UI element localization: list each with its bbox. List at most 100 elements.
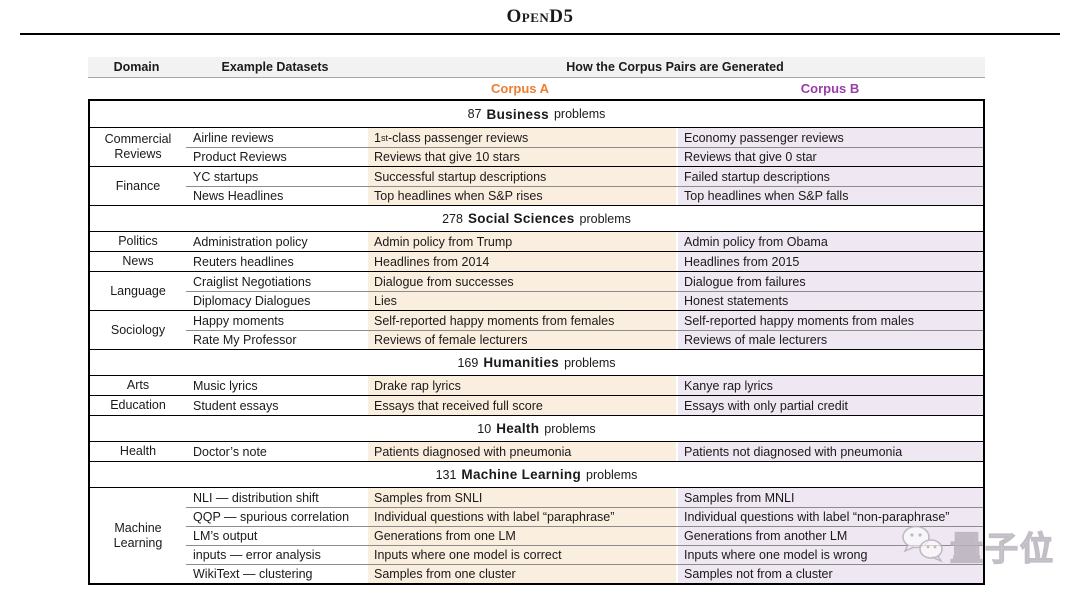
corpus-b-cell: Essays with only partial credit	[676, 396, 983, 415]
table-row: Reuters headlines Headlines from 2014 Head…	[186, 252, 983, 271]
corpus-a-cell: Patients diagnosed with pneumonia	[366, 442, 676, 461]
dataset-cell: Doctor’s note	[186, 442, 366, 461]
table-body: 87 Business problems Commercial Reviews Airl…	[88, 99, 985, 585]
domain-cell: Sociology	[110, 322, 166, 337]
domain-cell: Arts	[126, 378, 150, 392]
domain-cell: Language	[110, 283, 166, 298]
corpus-b-cell: Self-reported happy moments from males	[676, 311, 983, 330]
section-name: Business	[486, 106, 549, 122]
dataset-cell: inputs — error analysis	[186, 546, 366, 564]
corpus-a-cell: Top headlines when S&P rises	[366, 187, 676, 205]
domain-group: Language Craiglist Negotiations Dialogue f…	[90, 271, 983, 310]
column-header-generation: How the Corpus Pairs are Generated	[566, 60, 784, 74]
group-rows: Student essays Essays that received full …	[186, 396, 983, 415]
section-name: Social Sciences	[467, 211, 575, 226]
section-problem-count: 131	[435, 467, 457, 482]
corpus-b-cell: Kanye rap lyrics	[676, 376, 983, 395]
corpus-b-cell: Inputs where one model is wrong	[676, 546, 983, 564]
title-divider	[20, 33, 1060, 35]
group-rows: NLI — distribution shift Samples from SNL…	[186, 488, 983, 583]
corpus-a-cell: Reviews of female lecturers	[366, 331, 676, 349]
corpus-b-cell: Admin policy from Obama	[676, 232, 983, 251]
corpus-b-cell: Reviews of male lecturers	[676, 331, 983, 349]
table-row: Doctor’s note Patients diagnosed with pne…	[186, 442, 983, 461]
table-row: NLI — distribution shift Samples from SNL…	[186, 488, 983, 507]
section-name: Health	[496, 421, 540, 436]
corpus-b-cell: Dialogue from failures	[676, 272, 983, 291]
dataset-cell: Product Reviews	[186, 148, 366, 166]
domain-cell: Education	[110, 398, 166, 412]
group-rows: Happy moments Self-reported happy moments…	[186, 311, 983, 349]
table-row: WikiText — clustering Samples from one cl…	[186, 564, 983, 583]
domain-group: Education Student essays Essays that recei…	[90, 395, 983, 415]
section-suffix: problems	[553, 107, 606, 121]
corpus-a-cell: Samples from SNLI	[366, 488, 676, 507]
corpus-b-cell: Honest statements	[676, 292, 983, 310]
corpus-b-cell: Top headlines when S&P falls	[676, 187, 983, 205]
corpus-b-cell: Samples not from a cluster	[676, 565, 983, 583]
section-header: 87 Business problems	[90, 101, 983, 128]
corpus-b-cell: Samples from MNLI	[676, 488, 983, 507]
corpus-labels-row: Corpus A Corpus B	[88, 78, 985, 99]
domain-group: Finance YC startups Successful startup des…	[90, 166, 983, 205]
corpus-a-cell: Essays that received full score	[366, 396, 676, 415]
section-header: 278 Social Sciences problems	[90, 205, 983, 232]
table-row: Happy moments Self-reported happy moments…	[186, 311, 983, 330]
corpus-b-cell: Economy passenger reviews	[676, 128, 983, 147]
corpus-b-cell: Generations from another LM	[676, 527, 983, 545]
corpus-a-cell: Drake rap lyrics	[366, 376, 676, 395]
section-problem-count: 278	[442, 211, 463, 226]
domain-cell: News	[122, 254, 154, 268]
corpus-b-label: Corpus B	[800, 81, 860, 96]
section-name: Machine Learning	[461, 467, 581, 482]
column-header-datasets: Example Datasets	[221, 60, 329, 74]
corpus-b-cell: Headlines from 2015	[676, 252, 983, 271]
table-row: LM’s output Generations from one LM Genera…	[186, 526, 983, 545]
column-header-domain: Domain	[113, 60, 160, 74]
domain-group: Machine Learning NLI — distribution shift…	[90, 488, 983, 583]
corpus-a-cell: Inputs where one model is correct	[366, 546, 676, 564]
domain-group: Arts Music lyrics Drake rap lyrics Kanye ra…	[90, 376, 983, 395]
group-rows: Craiglist Negotiations Dialogue from succ…	[186, 272, 983, 310]
corpus-a-cell: Lies	[366, 292, 676, 310]
dataset-cell: News Headlines	[186, 187, 366, 205]
table-header-row: Domain Example Datasets How the Corpus P…	[88, 57, 985, 78]
corpus-a-cell: Self-reported happy moments from females	[366, 311, 676, 330]
dataset-cell: Happy moments	[186, 311, 366, 330]
table-row: Administration policy Admin policy from T…	[186, 232, 983, 251]
corpus-b-cell: Patients not diagnosed with pneumonia	[676, 442, 983, 461]
domain-cell: Commercial Reviews	[104, 132, 172, 161]
table-row: QQP — spurious correlation Individual que…	[186, 507, 983, 526]
dataset-cell: Student essays	[186, 396, 366, 415]
table-row: inputs — error analysis Inputs where one …	[186, 545, 983, 564]
section-header: 169 Humanities problems	[90, 349, 983, 376]
corpus-b-cell: Failed startup descriptions	[676, 167, 983, 186]
dataset-cell: LM’s output	[186, 527, 366, 545]
page-title: OpenD5	[506, 6, 574, 27]
group-rows: YC startups Successful startup descriptio…	[186, 167, 983, 205]
table-row: Rate My Professor Reviews of female lectu…	[186, 330, 983, 349]
table-row: Diplomacy Dialogues Lies Honest statements	[186, 291, 983, 310]
section-problem-count: 169	[457, 355, 479, 370]
domain-group: Politics Administration policy Admin polic…	[90, 232, 983, 251]
corpus-a-cell: Headlines from 2014	[366, 252, 676, 271]
dataset-cell: NLI — distribution shift	[186, 488, 366, 507]
domain-group: Sociology Happy moments Self-reported happ…	[90, 310, 983, 349]
corpus-b-cell: Reviews that give 0 star	[676, 148, 983, 166]
section-name: Humanities	[483, 355, 560, 370]
domain-group: News Reuters headlines Headlines from 2014…	[90, 251, 983, 271]
section-suffix: problems	[579, 211, 631, 226]
dataset-cell: Music lyrics	[186, 376, 366, 395]
section-suffix: problems	[586, 467, 638, 482]
section-problem-count: 87	[467, 107, 482, 121]
section-suffix: problems	[544, 421, 596, 436]
section-header: 10 Health problems	[90, 415, 983, 442]
domain-cell: Finance	[115, 178, 161, 193]
table-row: Music lyrics Drake rap lyrics Kanye rap ly…	[186, 376, 983, 395]
group-rows: Administration policy Admin policy from T…	[186, 232, 983, 251]
section-suffix: problems	[564, 355, 616, 370]
corpus-a-cell: Dialogue from successes	[366, 272, 676, 291]
table-row: YC startups Successful startup descriptio…	[186, 167, 983, 186]
